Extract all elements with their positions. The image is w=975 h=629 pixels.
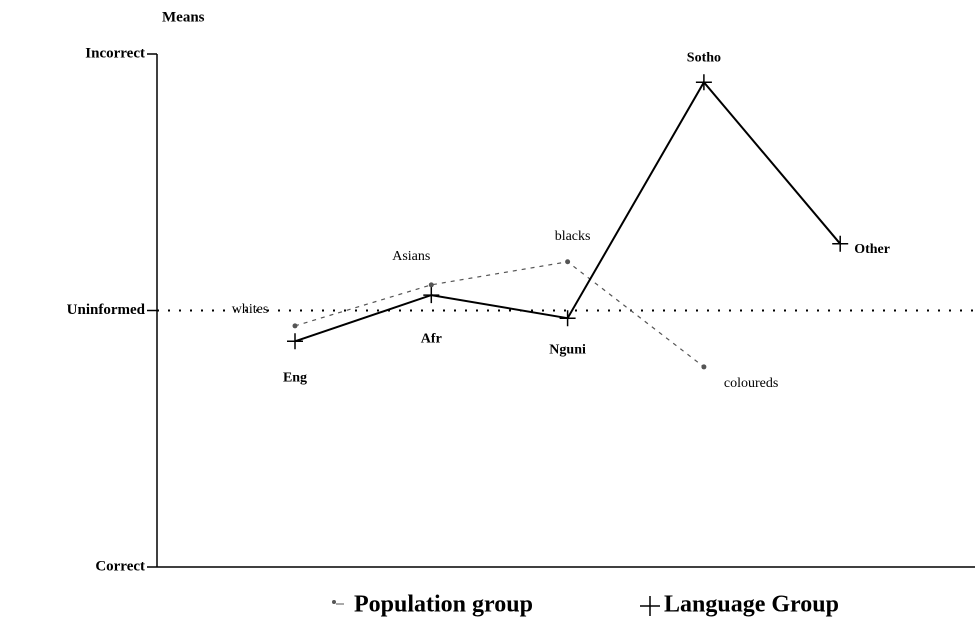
legend-label: Language Group: [664, 592, 839, 618]
y-tick-label: Correct: [95, 558, 145, 574]
point-marker: [287, 333, 303, 350]
point-label: blacks: [555, 229, 591, 244]
series-line: [294, 80, 841, 343]
point-marker: [832, 235, 849, 252]
legend-marker: [332, 600, 336, 604]
point-label: whites: [232, 302, 269, 317]
y-tick-label: Uninformed: [67, 302, 146, 318]
point-label: Asians: [392, 249, 430, 264]
point-marker: [428, 282, 434, 288]
point-marker: [565, 259, 571, 265]
y-axis-label: Means: [162, 9, 205, 25]
point-marker: [423, 287, 440, 304]
point-marker: [292, 323, 298, 329]
point-label: Other: [854, 242, 890, 257]
series-line: [294, 261, 705, 368]
point-marker: [701, 364, 707, 370]
point-marker: [559, 310, 576, 327]
point-label: Nguni: [549, 342, 586, 357]
point-label: Afr: [421, 331, 442, 346]
point-marker: [695, 74, 712, 91]
legend-label: Population group: [354, 592, 533, 618]
point-label: Sotho: [687, 50, 721, 65]
legend-marker: [640, 596, 660, 616]
point-label: coloureds: [724, 376, 778, 391]
point-label: Eng: [283, 370, 307, 385]
y-tick-label: Incorrect: [85, 45, 145, 61]
